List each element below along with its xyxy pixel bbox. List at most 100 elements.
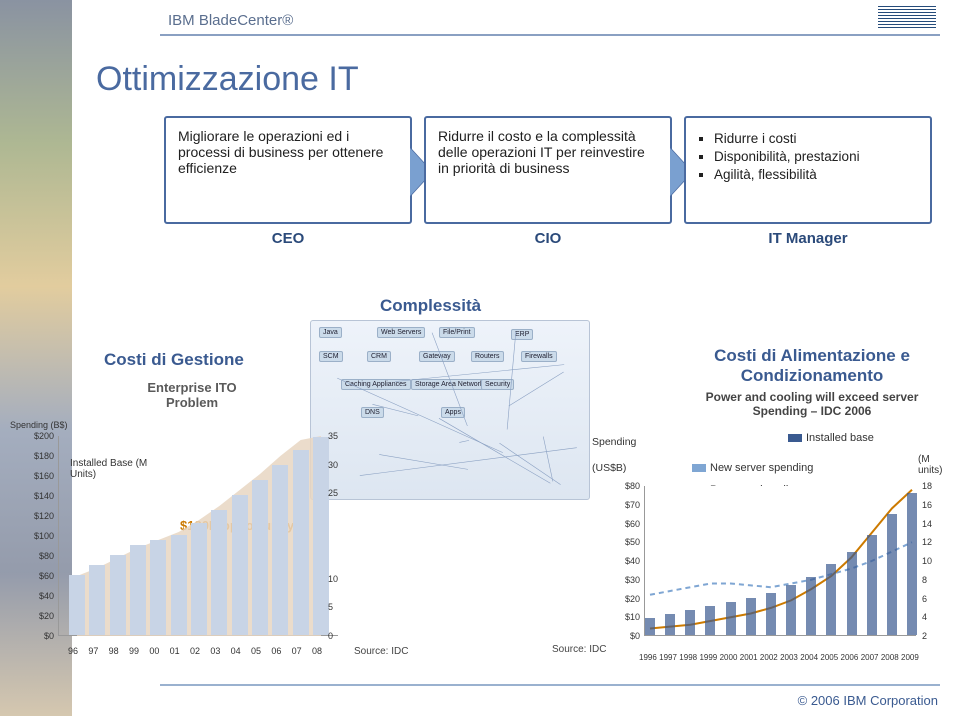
right-bar: [907, 493, 917, 635]
left-y-tick: $40: [16, 591, 54, 601]
left-plot: [58, 436, 338, 636]
role-itm-item: Ridurre i costi: [714, 131, 918, 146]
left-x-tick: 03: [210, 646, 220, 656]
right-bar: [826, 564, 836, 635]
right-chart-subtitle: Power and cooling will exceed server Spe…: [692, 390, 932, 418]
right-x-tick: 2003: [780, 653, 798, 662]
right-r-tick: 4: [922, 612, 946, 622]
left-x-tick: 07: [292, 646, 302, 656]
left-x-tick: 00: [149, 646, 159, 656]
left-y-axis-label: Spending (B$): [10, 420, 68, 430]
left-y-tick: $160: [16, 471, 54, 481]
left-y-tick: $120: [16, 511, 54, 521]
right-spending-label: Spending: [592, 436, 636, 448]
left-r-tick: 30: [328, 460, 350, 470]
diagram-chip: Java: [319, 327, 342, 338]
right-bar: [867, 535, 877, 635]
right-y-tick: $30: [610, 575, 640, 585]
left-r-tick: 35: [328, 431, 350, 441]
left-r-tick: 25: [328, 488, 350, 498]
role-cio-box: Ridurre il costo e la complessità delle …: [424, 116, 672, 224]
left-r-tick: 10: [328, 574, 350, 584]
role-itm-item: Disponibilità, prestazioni: [714, 149, 918, 164]
right-y-tick: $10: [610, 612, 640, 622]
complexity-diagram: JavaWeb ServersFile/PrintERPSCMCRMGatewa…: [310, 320, 590, 500]
right-x-tick: 1999: [699, 653, 717, 662]
right-x-tick: 1996: [639, 653, 657, 662]
left-source: Source: IDC: [354, 646, 408, 657]
right-chart-title: Costi di Alimentazione e Condizionamento: [692, 346, 932, 386]
left-x-tick: 02: [190, 646, 200, 656]
left-y-tick: $180: [16, 451, 54, 461]
left-bar: [232, 495, 248, 635]
right-bar: [645, 618, 655, 635]
right-r-tick: 6: [922, 594, 946, 604]
header: IBM BladeCenter®: [0, 0, 960, 40]
right-bar: [685, 610, 695, 635]
diagram-chip: DNS: [361, 407, 384, 418]
right-r-tick: 12: [922, 537, 946, 547]
diagram-chip: Caching Appliances: [341, 379, 411, 390]
right-y-tick: $40: [610, 556, 640, 566]
right-y-tick: $50: [610, 537, 640, 547]
right-unit-label: (US$B): [592, 462, 626, 474]
left-bar: [89, 565, 105, 635]
right-r-tick: 8: [922, 575, 946, 585]
legend-new-spending: New server spending: [692, 462, 813, 474]
left-bar: [313, 437, 329, 635]
right-x-tick: 2009: [901, 653, 919, 662]
diagram-chip: File/Print: [439, 327, 475, 338]
diagram-chip: Storage Area Network: [411, 379, 487, 390]
diagram-chip: Apps: [441, 407, 465, 418]
right-chart: Costi di Alimentazione e Condizionamento…: [552, 346, 952, 676]
diagram-chip: CRM: [367, 351, 391, 362]
right-plot: [644, 486, 916, 636]
role-cio-label: CIO: [424, 230, 672, 247]
left-x-tick: 01: [170, 646, 180, 656]
left-bar: [272, 465, 288, 635]
right-bar: [786, 585, 796, 635]
left-bar: [252, 480, 268, 635]
right-x-tick: 1998: [679, 653, 697, 662]
right-y-tick: $70: [610, 500, 640, 510]
legend-new-label: New server spending: [710, 462, 813, 474]
left-chart-subtitle: Enterprise ITO Problem: [132, 380, 252, 410]
role-itm-box: Ridurre i costi Disponibilità, prestazio…: [684, 116, 932, 224]
right-x-tick: 1997: [659, 653, 677, 662]
right-bar: [746, 598, 756, 636]
diagram-title: Complessità: [380, 296, 481, 316]
left-y-tick: $100: [16, 531, 54, 541]
legend-installed-label: Installed base: [806, 432, 874, 444]
left-y-tick: $0: [16, 631, 54, 641]
right-y-tick: $20: [610, 594, 640, 604]
right-y-tick: $60: [610, 519, 640, 529]
left-bar: [130, 545, 146, 635]
ibm-logo: [878, 6, 936, 30]
left-chart-title: Costi di Gestione: [104, 350, 244, 370]
right-r-tick: 16: [922, 500, 946, 510]
brand-label: IBM BladeCenter®: [168, 12, 293, 29]
right-source: Source: IDC: [552, 644, 606, 655]
footer-rule: [160, 684, 940, 686]
right-r-tick: 14: [922, 519, 946, 529]
right-bar: [705, 606, 715, 635]
left-y-tick: $20: [16, 611, 54, 621]
role-ceo: Migliorare le operazioni ed i processi d…: [164, 116, 412, 276]
left-y-tick: $200: [16, 431, 54, 441]
footer-copyright: © 2006 IBM Corporation: [798, 693, 938, 708]
right-x-tick: 2006: [841, 653, 859, 662]
right-right-unit: (M units): [918, 454, 952, 476]
right-y-tick: $80: [610, 481, 640, 491]
role-cio-text: Ridurre il costo e la complessità delle …: [438, 128, 658, 176]
left-x-tick: 08: [312, 646, 322, 656]
right-bar: [806, 577, 816, 635]
left-y-tick: $60: [16, 571, 54, 581]
right-x-tick: 2005: [820, 653, 838, 662]
left-x-tick: 06: [271, 646, 281, 656]
role-itm-item: Agilità, flessibilità: [714, 167, 918, 182]
diagram-chip: Security: [481, 379, 514, 390]
roles-row: Migliorare le operazioni ed i processi d…: [164, 116, 932, 276]
right-x-tick: 2002: [760, 653, 778, 662]
left-x-tick: 96: [68, 646, 78, 656]
left-x-tick: 97: [88, 646, 98, 656]
